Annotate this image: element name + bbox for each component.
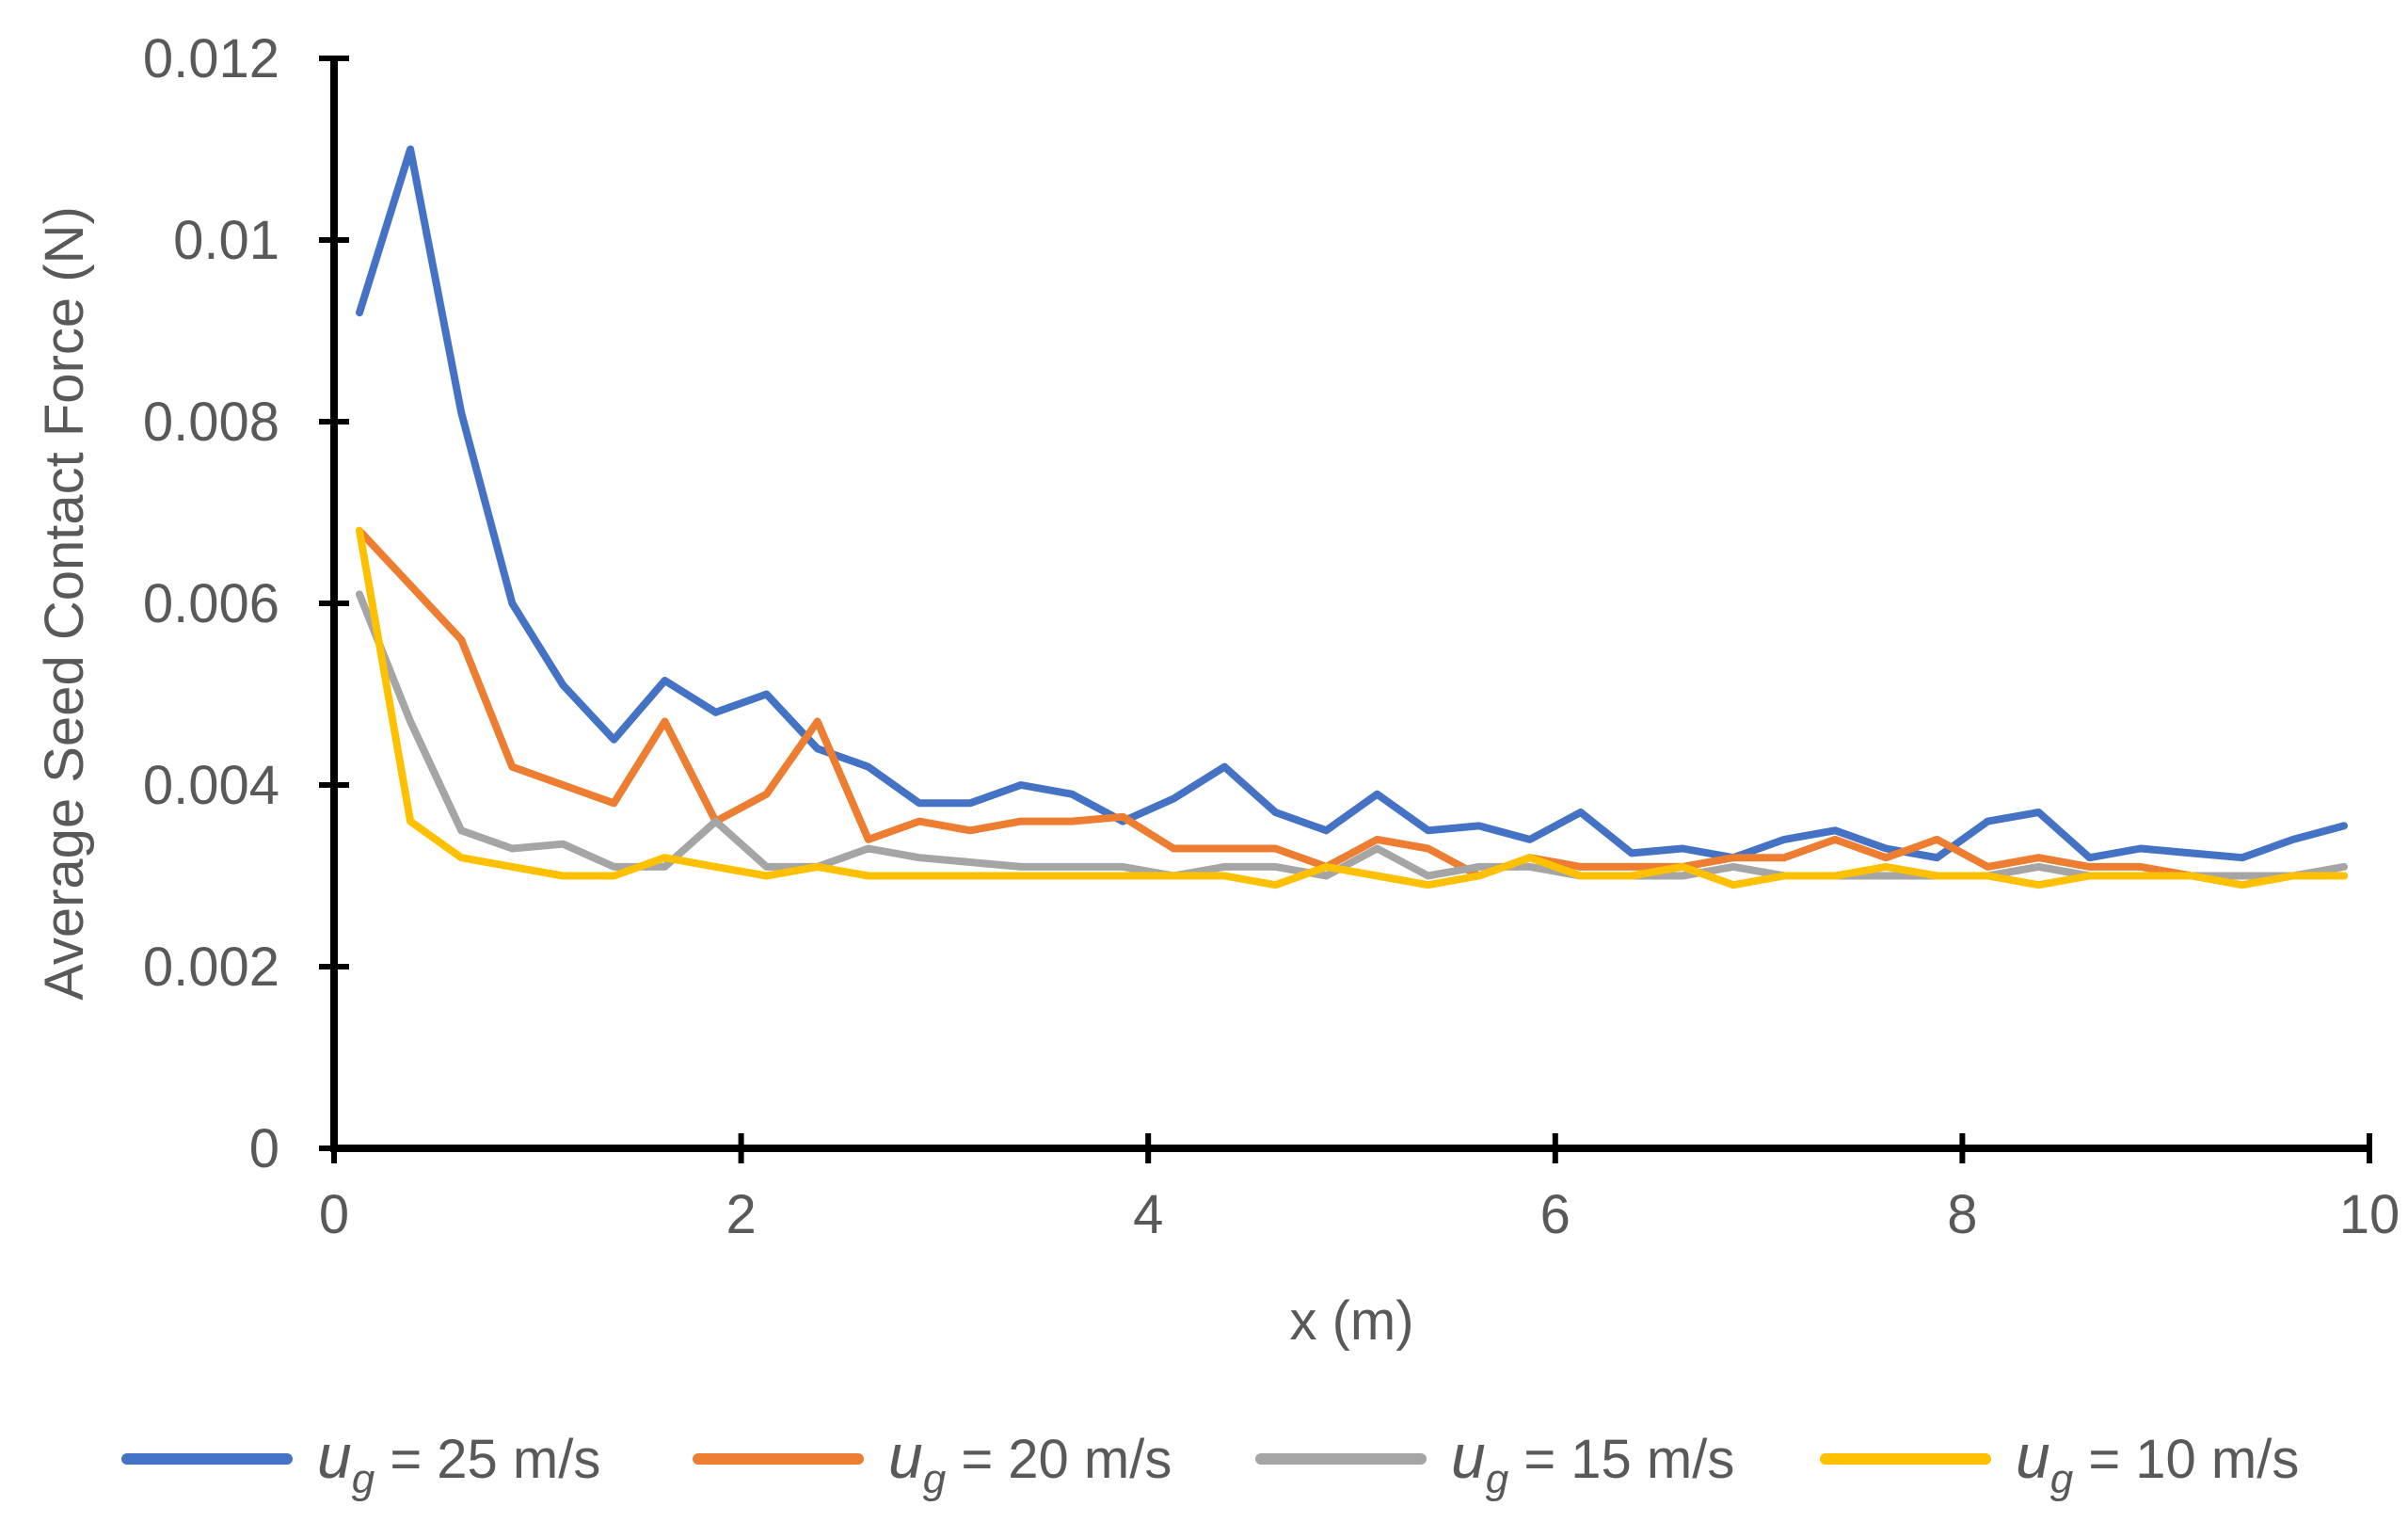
legend-subscript: g [2050, 1456, 2074, 1502]
x-tick-label: 0 [319, 1184, 349, 1245]
y-tick-label: 0.004 [143, 755, 279, 816]
legend-symbol: u [2016, 1421, 2050, 1491]
labels-layer: 0 0.002 0.004 0.006 0.008 0.01 0.012 0 2 4 6 8 10 x (… [34, 28, 2400, 1352]
y-tick-label: 0 [249, 1118, 279, 1179]
x-tick-label: 8 [1947, 1184, 1977, 1245]
x-tick-label: 2 [726, 1184, 756, 1245]
y-tick-label: 0.002 [143, 937, 279, 998]
legend-label: ug = 25 m/s [317, 1421, 600, 1502]
legend-item-3: ug = 15 m/s [1255, 1421, 1734, 1502]
legend-item-2: ug = 20 m/s [693, 1421, 1172, 1502]
legend-text: = 20 m/s [946, 1429, 1172, 1490]
x-tick-label: 10 [2339, 1184, 2400, 1245]
series-line-3 [356, 590, 2348, 880]
x-axis-label: x (m) [1289, 1290, 1413, 1352]
legend-text: = 15 m/s [1508, 1429, 1734, 1490]
y-tick-label: 0.012 [143, 28, 279, 89]
x-tick-label: 6 [1540, 1184, 1571, 1245]
series-layer [356, 145, 2348, 889]
legend-symbol: u [317, 1421, 352, 1491]
x-tick-label: 4 [1133, 1184, 1163, 1245]
legend-item-1: ug = 25 m/s [121, 1421, 600, 1502]
y-tick-label: 0.008 [143, 392, 279, 453]
y-axis-label: Average Seed Contact Force (N) [34, 206, 95, 1001]
legend-subscript: g [352, 1456, 375, 1502]
y-tick-label: 0.01 [173, 210, 279, 271]
series-line-4 [356, 526, 2348, 889]
legend-label: ug = 15 m/s [1451, 1421, 1734, 1502]
legend: ug = 25 m/s ug = 20 m/s ug = 15 m/s ug = 10… [121, 1421, 2299, 1502]
legend-subscript: g [1486, 1456, 1509, 1502]
legend-item-4: ug = 10 m/s [1820, 1421, 2299, 1502]
legend-subscript: g [923, 1456, 947, 1502]
series-line-1 [356, 145, 2348, 862]
y-tick-label: 0.006 [143, 573, 279, 634]
legend-text: = 25 m/s [375, 1429, 600, 1490]
legend-symbol: u [888, 1421, 923, 1491]
axes-layer [319, 56, 2372, 1163]
legend-symbol: u [1451, 1421, 1486, 1491]
legend-label: ug = 10 m/s [2016, 1421, 2299, 1502]
legend-label: ug = 20 m/s [888, 1421, 1172, 1502]
legend-text: = 10 m/s [2073, 1429, 2299, 1490]
series-line-2 [356, 526, 2348, 880]
